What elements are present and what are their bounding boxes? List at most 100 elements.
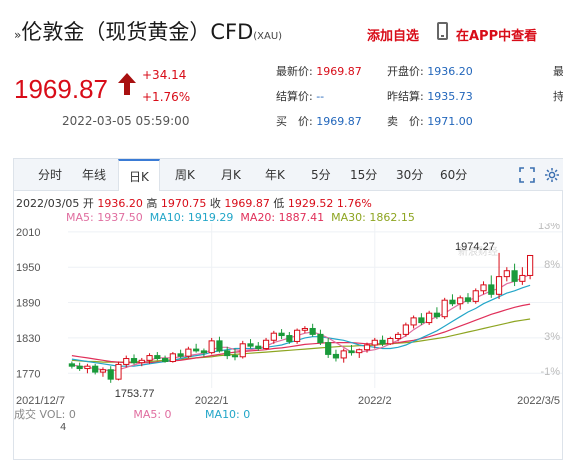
y-tick-label: 1830 xyxy=(16,333,40,345)
stat-settle: 结算价: -- xyxy=(276,88,324,104)
candle-body xyxy=(402,324,409,335)
tab-60min[interactable]: 60分 xyxy=(440,168,468,182)
stat-label: 持 xyxy=(553,90,563,103)
period-tabs: 分时 年线 日K 周K 月K 年K 5分 15分 30分 60分 xyxy=(14,159,563,191)
candle-body xyxy=(356,349,363,354)
title-bar: »伦敦金（现货黄金）CFD(XAU) 添加自选 在APP中查看 xyxy=(0,0,563,48)
candle-body xyxy=(185,348,192,357)
candle-body xyxy=(363,344,371,351)
candle-body xyxy=(154,355,161,360)
tab-5min[interactable]: 5分 xyxy=(311,168,331,182)
candle-body xyxy=(441,299,448,318)
tab-30min[interactable]: 30分 xyxy=(396,168,424,182)
ma20-legend: MA20: 1887.41 xyxy=(240,211,325,224)
candle-body xyxy=(224,350,231,357)
price-change: +34.14 xyxy=(142,68,187,82)
candle-body xyxy=(371,339,378,346)
up-arrow-icon xyxy=(118,73,136,95)
settings-icon[interactable] xyxy=(544,167,560,183)
tab-monthly-k[interactable]: 月K xyxy=(221,168,241,182)
candle-body xyxy=(464,297,472,302)
candle-body xyxy=(231,355,239,358)
candle-body xyxy=(309,327,316,335)
ma30-legend: MA30: 1862.15 xyxy=(331,211,415,224)
candle-body xyxy=(99,369,107,373)
tab-daily-k[interactable]: 日K xyxy=(118,159,160,191)
stat-label: 开盘价: xyxy=(387,65,428,78)
stat-high: 最 xyxy=(553,63,563,79)
pct-tick-label: 13% xyxy=(538,223,560,232)
candle-body xyxy=(511,270,518,282)
candle-body xyxy=(200,350,208,354)
tab-15min[interactable]: 15分 xyxy=(350,168,378,182)
quote-panel: 1969.87 +34.14 +1.76% 2022-03-05 05:59:0… xyxy=(0,48,563,138)
candle-body xyxy=(216,340,223,352)
volume-legend: 成交 VOL: 0 MA5: 0 MA10: 0 xyxy=(14,406,250,422)
ma30-line xyxy=(71,318,531,363)
ohlc-low: 1929.52 xyxy=(287,197,334,210)
ma10-legend: MA10: 1919.29 xyxy=(149,211,234,224)
ohlc-date: 2022/03/05 xyxy=(16,197,80,210)
title-main: 伦敦金（现货黄金）CFD xyxy=(21,20,254,44)
volume-unit-digit: 4 xyxy=(60,422,67,433)
stat-label: 昨结算: xyxy=(387,90,428,103)
kline-svg[interactable]: 2010 1950 1890 1830 1770 13% 8% 3% -1% 新浪财经1974.2… xyxy=(14,223,562,407)
ma5-line xyxy=(71,274,531,372)
y-tick-label: 1770 xyxy=(16,368,40,380)
candle-body xyxy=(92,365,99,373)
candle-body xyxy=(262,339,270,350)
stat-value: 1935.73 xyxy=(427,90,473,103)
stat-value: 1969.87 xyxy=(316,115,362,128)
pct-tick-label: 8% xyxy=(544,259,560,271)
title-prefix: » xyxy=(14,28,22,42)
tab-timeshare[interactable]: 分时 xyxy=(38,168,63,182)
candle-body xyxy=(169,353,176,362)
phone-icon[interactable] xyxy=(437,22,448,40)
ohlc-close-label: 收 xyxy=(209,197,221,210)
pct-tick-label: -1% xyxy=(540,366,560,378)
page-title: »伦敦金（现货黄金）CFD(XAU) xyxy=(14,16,282,46)
ohlc-close: 1969.87 xyxy=(224,197,270,210)
price-annotation: 1974.27 xyxy=(455,241,495,253)
ohlc-pct: 1.76% xyxy=(336,197,372,210)
candle-body xyxy=(146,355,153,361)
candle-body xyxy=(301,327,308,331)
volume-ma5: MA5: 0 xyxy=(133,408,172,421)
candle-body xyxy=(418,317,425,324)
candle-body xyxy=(340,350,347,359)
current-price: 1969.87 xyxy=(14,74,108,104)
candle-body xyxy=(426,312,433,324)
tab-year-line[interactable]: 年线 xyxy=(82,168,107,182)
stat-ask: 卖 价: 1971.00 xyxy=(387,113,473,129)
y-tick-label: 1890 xyxy=(16,298,40,310)
ohlc-high-label: 高 xyxy=(146,197,158,210)
x-tick-label: 2021/12/7 xyxy=(16,395,65,407)
pct-tick-label: 3% xyxy=(544,331,560,343)
candle-body xyxy=(348,350,355,354)
stat-open: 开盘价: 1936.20 xyxy=(387,63,473,79)
stat-value: 1971.00 xyxy=(427,115,473,128)
candle-body xyxy=(278,332,285,337)
quote-datetime: 2022-03-05 05:59:00 xyxy=(62,114,190,128)
candle-body xyxy=(130,358,138,364)
add-favorite-link[interactable]: 添加自选 xyxy=(367,29,420,44)
price-annotation: 1753.77 xyxy=(115,388,155,400)
ohlc-high: 1970.75 xyxy=(160,197,207,210)
candle-body xyxy=(193,348,200,352)
ohlc-readout: 2022/03/05 开 1936.20 高 1970.75 收 1969.87… xyxy=(16,195,372,211)
stat-latest: 最新价: 1969.87 xyxy=(276,63,362,79)
ma10-line xyxy=(71,284,531,367)
stat-bid: 买 价: 1969.87 xyxy=(276,113,362,129)
candle-body xyxy=(68,363,75,367)
candle-body xyxy=(480,284,487,292)
fullscreen-icon[interactable] xyxy=(519,167,535,183)
view-in-app-link[interactable]: 在APP中查看 xyxy=(456,29,538,44)
price-change-pct: +1.76% xyxy=(142,90,191,104)
volume-vol: VOL: 0 xyxy=(39,408,76,421)
candle-body xyxy=(325,342,332,355)
y-tick-label: 2010 xyxy=(16,227,40,239)
candle-body xyxy=(433,312,441,318)
tab-weekly-k[interactable]: 周K xyxy=(175,168,195,182)
stat-value: 1969.87 xyxy=(316,65,362,78)
tab-yearly-k[interactable]: 年K xyxy=(265,168,285,182)
